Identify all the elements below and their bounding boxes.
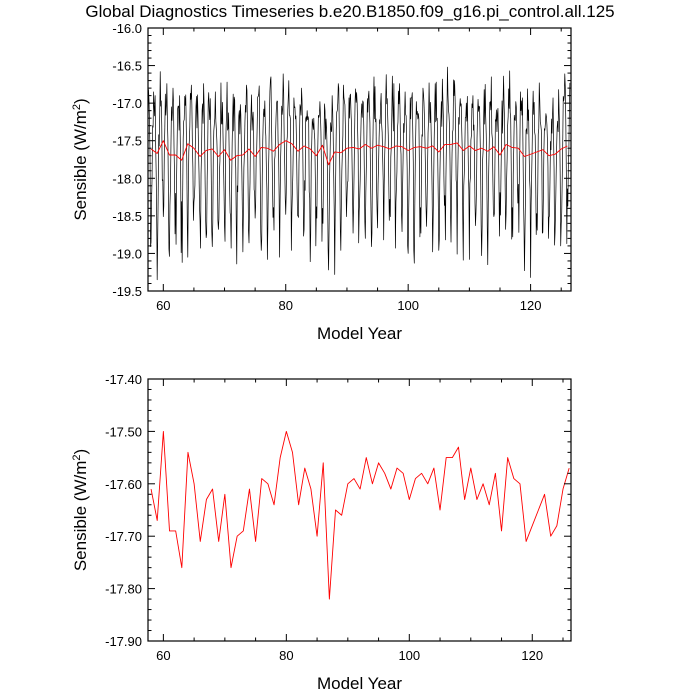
plot-frame — [147, 27, 572, 292]
y-tick-label: -17.80 — [105, 582, 142, 597]
y-tick-label: -18.5 — [112, 209, 142, 224]
x-tick-label: 80 — [279, 648, 293, 663]
y-tick-label: -17.50 — [105, 424, 142, 439]
bottom-panel: 60 80 100 120 -17.40 -17.50 -17.60 -17.70 -17.80… — [71, 372, 572, 693]
y-axis-label: Sensible (W/m2) — [71, 449, 90, 571]
x-axis-label: Model Year — [317, 674, 402, 693]
y-tick-label: -18.0 — [112, 171, 142, 186]
plot-frame — [147, 378, 572, 642]
annual-mean-series-line — [150, 430, 570, 600]
y-tick-label: -17.90 — [105, 634, 142, 649]
x-tick-label: 100 — [397, 298, 419, 313]
y-tick-label: -17.5 — [112, 134, 142, 149]
y-tick-label: -16.0 — [112, 21, 142, 36]
annual-mean-series-line — [150, 140, 568, 166]
x-tick-label: 80 — [279, 298, 293, 313]
y-tick-label: -17.0 — [112, 96, 142, 111]
y-tick-label: -17.70 — [105, 529, 142, 544]
y-tick-label: -16.5 — [112, 59, 142, 74]
y-tick-label: -19.0 — [112, 246, 142, 261]
y-axis-label: Sensible (W/m2) — [71, 98, 90, 220]
chart-title: Global Diagnostics Timeseries b.e20.B185… — [85, 2, 614, 21]
monthly-series-line — [147, 66, 571, 281]
x-tick-label: 60 — [156, 648, 170, 663]
x-tick-label: 60 — [156, 298, 170, 313]
y-tick-label: -19.5 — [112, 284, 142, 299]
y-tick-label: -17.40 — [105, 372, 142, 387]
top-panel: 60 80 100 120 -16.0 -16.5 -17.0 -17.5 -18.0 -18.5… — [71, 21, 572, 343]
x-tick-label: 120 — [520, 298, 542, 313]
x-tick-label: 100 — [398, 648, 420, 663]
x-tick-label: 120 — [521, 648, 543, 663]
y-tick-label: -17.60 — [105, 477, 142, 492]
x-axis-label: Model Year — [317, 324, 402, 343]
